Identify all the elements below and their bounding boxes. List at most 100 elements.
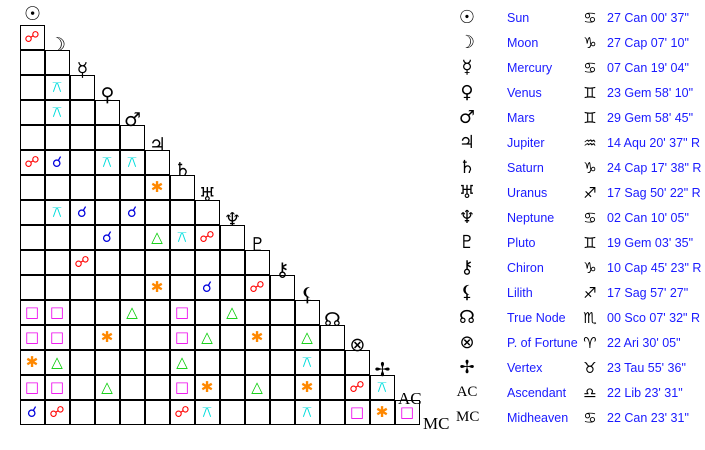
- aspect-cell-opp: ☍: [19, 149, 45, 175]
- tri-aspect-icon: △: [51, 352, 63, 371]
- aspect-cell-empty: [269, 299, 295, 325]
- aspect-cell-sq: □: [44, 374, 70, 400]
- planet-name: Neptune: [507, 210, 555, 225]
- aspect-cell-qx: ⚻: [44, 199, 70, 225]
- opp-aspect-icon: ☍: [349, 377, 365, 396]
- opp-aspect-icon: ☍: [249, 277, 265, 296]
- aspect-cell-sq: □: [169, 374, 195, 400]
- aspect-cell-empty: [219, 274, 245, 300]
- planet-name: Lilith: [507, 285, 533, 300]
- qx-aspect-icon: ⚻: [52, 202, 62, 221]
- cancer-icon: ♋: [583, 408, 597, 427]
- aspect-cell-empty: [94, 274, 120, 300]
- vertex-icon: ✢: [459, 357, 475, 378]
- aspect-cell-empty: [119, 349, 145, 375]
- planet-position: 27 Can 00' 37": [607, 10, 689, 25]
- tri-aspect-icon: △: [151, 227, 163, 246]
- aspect-cell-sext: ✱: [194, 374, 220, 400]
- planet-name: Mars: [507, 110, 535, 125]
- aspect-cell-tri: △: [144, 224, 170, 250]
- aspect-cell-qx: ⚻: [194, 399, 220, 425]
- planet-row: ♆ Neptune ♋ 02 Can 10' 05": [450, 205, 705, 230]
- planet-row: ⚸ Lilith ♐ 17 Sag 57' 27": [450, 280, 705, 305]
- aspect-cell-empty: [94, 249, 120, 275]
- sq-aspect-icon: □: [174, 302, 190, 321]
- planet-name: Mercury: [507, 60, 553, 75]
- opp-aspect-icon: ☍: [74, 252, 90, 271]
- aspect-cell-empty: [269, 324, 295, 350]
- planet-name: Vertex: [507, 360, 543, 375]
- aspect-cell-empty: [169, 274, 195, 300]
- planet-name: Chiron: [507, 260, 544, 275]
- sext-aspect-icon: ✱: [150, 177, 164, 196]
- aspect-cell-empty: [44, 49, 70, 75]
- aspect-cell-empty: [269, 274, 295, 300]
- tri-aspect-icon: △: [251, 377, 263, 396]
- conj-aspect-icon: ☌: [26, 402, 38, 421]
- lilith-icon: ⚸: [460, 282, 474, 303]
- gemini-icon: ♊: [583, 83, 597, 102]
- aspect-cell-qx: ⚻: [44, 99, 70, 125]
- planet-name: Midheaven: [507, 410, 569, 425]
- aspect-cell-empty: [344, 349, 370, 375]
- planet-row: ♇ Pluto ♊ 19 Gem 03' 35": [450, 230, 705, 255]
- aspect-cell-qx: ⚻: [94, 149, 120, 175]
- planet-name: Venus: [507, 85, 542, 100]
- aspect-cell-empty: [119, 249, 145, 275]
- aspect-cell-empty: [144, 374, 170, 400]
- aspect-cell-conj: ☌: [94, 224, 120, 250]
- mercury-icon: ☿: [461, 57, 473, 78]
- planet-position: 27 Cap 07' 10": [607, 35, 689, 50]
- aspect-cell-empty: [19, 174, 45, 200]
- capricorn-icon: ♑: [583, 33, 597, 52]
- capricorn-icon: ♑: [583, 258, 597, 277]
- planet-row: ♃ Jupiter ♒ 14 Aqu 20' 37" R: [450, 130, 705, 155]
- scorpio-icon: ♏: [583, 308, 597, 327]
- aspect-cell-opp: ☍: [69, 249, 95, 275]
- planet-position: 24 Cap 17' 38" R: [607, 160, 702, 175]
- planet-name: Uranus: [507, 185, 548, 200]
- sext-aspect-icon: ✱: [300, 377, 314, 396]
- aspect-cell-conj: ☌: [69, 199, 95, 225]
- aspect-cell-empty: [44, 224, 70, 250]
- aspect-cell-opp: ☍: [344, 374, 370, 400]
- cancer-icon: ♋: [583, 8, 597, 27]
- conj-aspect-icon: ☌: [101, 227, 113, 246]
- aspect-cell-empty: [119, 174, 145, 200]
- aspect-cell-sq: □: [44, 299, 70, 325]
- aspect-cell-empty: [69, 149, 95, 175]
- sq-aspect-icon: □: [24, 377, 40, 396]
- uranus-icon: ♅: [458, 182, 476, 203]
- grid-midheaven-icon: MC: [423, 414, 450, 433]
- planet-row: ⚷ Chiron ♑ 10 Cap 45' 23" R: [450, 255, 705, 280]
- grid-mercury-icon: ☿: [76, 59, 89, 81]
- planet-row: ☽ Moon ♑ 27 Cap 07' 10": [450, 30, 705, 55]
- sq-aspect-icon: □: [349, 402, 365, 421]
- aspect-cell-conj: ☌: [44, 149, 70, 175]
- sagittarius-icon: ♐: [583, 183, 597, 202]
- aspect-cell-empty: [119, 324, 145, 350]
- aspect-cell-empty: [319, 399, 345, 425]
- aspect-cell-sq: □: [169, 299, 195, 325]
- aspect-cell-empty: [69, 299, 95, 325]
- aspect-cell-empty: [119, 399, 145, 425]
- aspect-cell-empty: [269, 374, 295, 400]
- aspect-cell-sext: ✱: [244, 324, 270, 350]
- capricorn-icon: ♑: [583, 158, 597, 177]
- planet-position: 22 Lib 23' 31": [607, 385, 683, 400]
- aspect-cell-qx: ⚻: [44, 74, 70, 100]
- planet-name: Moon: [507, 35, 539, 50]
- aspect-cell-empty: [144, 349, 170, 375]
- aspect-cell-opp: ☍: [19, 24, 45, 50]
- aspect-cell-sq: □: [19, 324, 45, 350]
- aspect-cell-empty: [44, 274, 70, 300]
- aspect-cell-empty: [119, 224, 145, 250]
- aspect-cell-empty: [94, 399, 120, 425]
- aspect-cell-empty: [169, 199, 195, 225]
- planet-row: ♀ Venus ♊ 23 Gem 58' 10": [450, 80, 705, 105]
- planet-position: 23 Gem 58' 10": [607, 85, 694, 100]
- aspect-cell-empty: [244, 349, 270, 375]
- sq-aspect-icon: □: [24, 327, 40, 346]
- aspect-cell-empty: [19, 49, 45, 75]
- aspect-cell-empty: [169, 174, 195, 200]
